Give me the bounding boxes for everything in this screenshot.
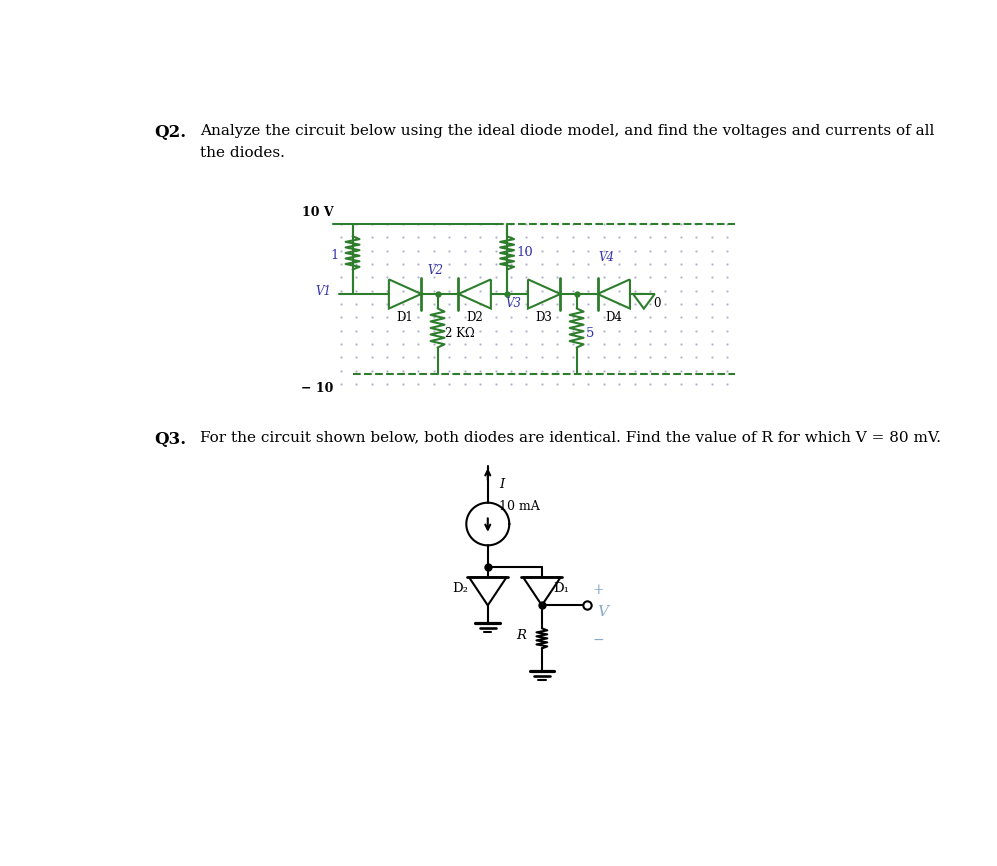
Text: 5: 5	[586, 327, 594, 340]
Text: R: R	[516, 629, 526, 642]
Text: I: I	[499, 478, 504, 491]
Text: 10 V: 10 V	[302, 205, 333, 218]
Text: V: V	[597, 605, 608, 619]
Text: D3: D3	[535, 311, 552, 324]
Text: − 10: − 10	[301, 382, 333, 395]
Text: D2: D2	[467, 311, 483, 324]
Text: D₂: D₂	[453, 582, 469, 595]
Text: −: −	[592, 633, 604, 648]
Text: V1: V1	[315, 286, 331, 299]
Text: Q2.: Q2.	[154, 124, 186, 141]
Text: Analyze the circuit below using the ideal diode model, and find the voltages and: Analyze the circuit below using the idea…	[200, 124, 935, 138]
Text: D1: D1	[397, 311, 414, 324]
Text: 10 mA: 10 mA	[499, 500, 540, 513]
Text: D₁: D₁	[553, 582, 569, 595]
Text: 2 KΩ: 2 KΩ	[446, 327, 475, 340]
Text: 1: 1	[330, 249, 339, 262]
Text: the diodes.: the diodes.	[200, 146, 285, 160]
Text: For the circuit shown below, both diodes are identical. Find the value of R for : For the circuit shown below, both diodes…	[200, 430, 941, 444]
Text: 10: 10	[516, 246, 533, 259]
Text: D4: D4	[605, 311, 622, 324]
Text: +: +	[592, 584, 604, 598]
Text: 0: 0	[653, 297, 661, 311]
Text: V3: V3	[505, 297, 521, 310]
Text: V4: V4	[598, 251, 614, 264]
Text: Q3.: Q3.	[154, 430, 186, 448]
Text: V2: V2	[428, 264, 444, 277]
